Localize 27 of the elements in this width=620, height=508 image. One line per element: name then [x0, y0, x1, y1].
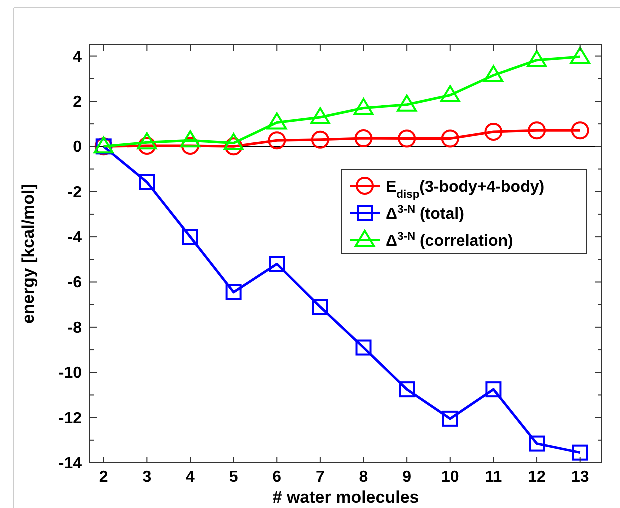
x-tick-label: 13 [571, 469, 590, 486]
y-axis-title: energy [kcal/mol] [19, 184, 38, 324]
y-tick-label: 2 [73, 94, 82, 111]
y-tick-label: -14 [58, 456, 82, 472]
x-axis-title: # water molecules [272, 488, 420, 507]
y-tick-label: -4 [68, 230, 82, 247]
x-tick-label: 5 [229, 469, 238, 486]
x-tick-label: 10 [441, 469, 460, 486]
legend-label: Δ$^{3-N}$ (total) [386, 204, 464, 223]
y-tick-label: -10 [58, 365, 82, 382]
x-tick-label: 8 [359, 469, 368, 486]
y-tick-label: -8 [68, 320, 82, 337]
x-tick-label: 6 [272, 469, 282, 486]
y-tick-label: -6 [68, 274, 82, 292]
x-tick-label: 4 [186, 469, 196, 486]
x-tick-label: 11 [485, 469, 502, 486]
legend-label: E$_{disp}$(3-body+4-body) [386, 179, 545, 201]
x-tick-label: 2 [99, 469, 108, 486]
y-tick-label: 4 [73, 48, 82, 66]
x-tick-label: 7 [316, 469, 325, 486]
y-tick-label: -2 [68, 184, 82, 202]
y-tick-label: 0 [73, 139, 82, 156]
x-tick-label: 9 [402, 469, 412, 486]
y-tick-label: -12 [58, 410, 82, 428]
x-tick-label: 3 [142, 469, 152, 486]
legend-label: Δ$^{3-N}$ (correlation) [386, 231, 514, 250]
x-tick-label: 12 [528, 469, 546, 486]
